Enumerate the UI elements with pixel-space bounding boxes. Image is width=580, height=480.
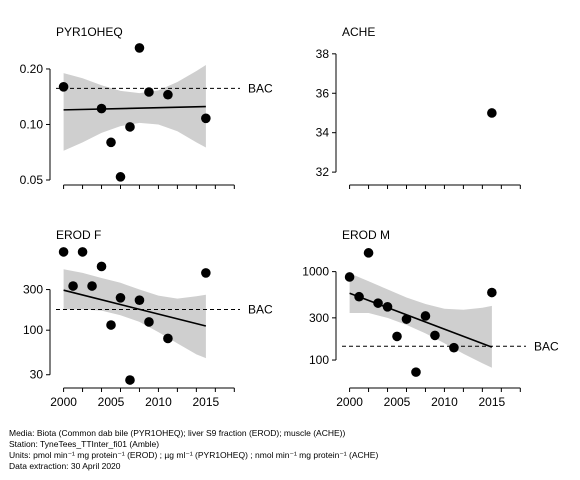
data-point [144,87,154,97]
panel-title: EROD M [342,228,390,242]
y-tick-label: 0.20 [20,62,44,76]
data-point [96,103,107,114]
data-point [96,261,107,272]
y-tick-label: 32 [316,165,330,179]
y-tick-label: 0.10 [20,117,44,131]
data-point [392,331,402,342]
x-tick-label: 2015 [479,395,506,409]
y-tick-label: 34 [316,126,330,140]
data-point [134,43,145,53]
x-tick-label: 2005 [384,395,411,409]
data-point [115,172,126,182]
y-tick-label: 38 [316,47,330,61]
data-point [106,320,116,330]
data-point [134,295,145,305]
x-tick-label: 2000 [336,395,363,409]
data-point [77,247,88,257]
panel-title: EROD F [56,228,101,242]
data-point [420,311,431,321]
data-point [363,248,374,258]
y-tick-label: 300 [23,283,43,297]
x-tick-label: 2000 [50,395,77,409]
data-point [201,113,211,124]
y-tick-label: 100 [309,353,329,367]
bac-label: BAC [248,81,273,95]
x-tick-label: 2015 [193,395,220,409]
panel-erod-f: EROD F BAC 30 100 300 2000 2005 2010 2015 [23,228,273,409]
data-point [354,291,364,302]
panel-pyr1oheq: PYR1OHEQ BAC 0.05 0.10 0.20 [20,25,273,189]
trend-line [63,289,207,327]
data-point [401,314,412,324]
data-point [58,247,69,257]
chart-canvas: PYR1OHEQ BAC 0.05 0.10 0.20 ACHE 32 34 36 38 EROD … [20,25,559,409]
footer-station: Station: TyneTees_TTInter_fi01 (Amble) [9,439,160,449]
bac-label: BAC [534,339,559,353]
data-point [58,82,69,92]
data-point [411,367,421,377]
bac-label: BAC [248,302,273,316]
trend-line [63,105,206,111]
data-point [144,317,154,327]
panel-title: PYR1OHEQ [56,25,123,39]
y-tick-label: 1000 [302,265,329,279]
confidence-band [63,269,206,359]
footer-notes: Media: Biota (Common dab bile (PYR1OHEQ)… [9,428,378,472]
data-point [125,375,135,385]
data-point [115,293,126,303]
data-point [106,137,116,148]
trend-line [349,292,493,348]
data-point [487,108,497,118]
data-point [449,342,459,353]
data-point [163,333,173,344]
data-point [344,272,355,282]
data-point [68,281,78,291]
data-point [373,298,383,308]
y-tick-label: 36 [316,86,330,100]
x-tick-label: 2010 [431,395,458,409]
data-point [487,287,497,298]
panel-title: ACHE [342,25,375,39]
y-tick-label: 300 [309,311,329,325]
data-point [163,89,173,100]
footer-media: Media: Biota (Common dab bile (PYR1OHEQ)… [9,428,346,438]
footer-extraction: Data extraction: 30 April 2020 [9,461,121,471]
panel-erod-m: EROD M BAC 100 300 1000 2000 2005 2010 2015 [302,228,559,409]
y-tick-label: 0.05 [20,173,44,187]
data-point [87,281,97,291]
data-point [430,330,440,341]
data-point [201,268,211,278]
x-tick-label: 2005 [98,395,125,409]
data-point [125,122,135,132]
footer-units: Units: pmol min⁻¹ mg protein⁻¹ (EROD) ; … [9,450,379,460]
y-tick-label: 30 [30,368,44,382]
y-tick-label: 100 [23,323,43,337]
data-point [382,302,393,312]
x-tick-label: 2010 [145,395,172,409]
panel-ache: ACHE 32 34 36 38 [316,25,521,189]
